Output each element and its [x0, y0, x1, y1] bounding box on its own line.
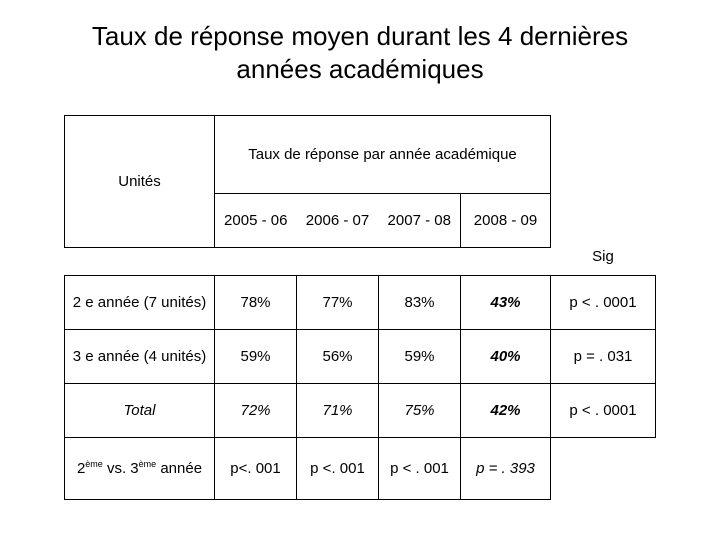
footer-cell: p<. 001: [215, 437, 297, 499]
year-header-1: 2005 - 06: [215, 194, 297, 248]
cell-sig: p < . 0001: [551, 275, 656, 329]
footer-cell: p = . 393: [461, 437, 551, 499]
cell: 78%: [215, 275, 297, 329]
cell: 59%: [215, 329, 297, 383]
cell: 71%: [297, 383, 379, 437]
sig-header-blank: [551, 116, 656, 248]
cell: 83%: [379, 275, 461, 329]
cell-sig: p = . 031: [551, 329, 656, 383]
footer-row: 2ème vs. 3ème année p<. 001 p <. 001 p <…: [65, 437, 656, 499]
data-table: Unités Taux de réponse par année académi…: [64, 115, 656, 500]
row-label-total: Total: [65, 383, 215, 437]
cell: 72%: [215, 383, 297, 437]
year-header-2: 2006 - 07: [297, 194, 379, 248]
table-row: 3 e année (4 unités) 59% 56% 59% 40% p =…: [65, 329, 656, 383]
cell: 75%: [379, 383, 461, 437]
cell-emph: 42%: [461, 383, 551, 437]
span-header: Taux de réponse par année académique: [215, 116, 551, 194]
footer-cell: p <. 001: [297, 437, 379, 499]
page-title: Taux de réponse moyen durant les 4 derni…: [30, 20, 690, 85]
cell-emph: 40%: [461, 329, 551, 383]
row-label: 2 e année (7 unités): [65, 275, 215, 329]
cell-sig: p < . 0001: [551, 383, 656, 437]
cell: 59%: [379, 329, 461, 383]
header-row-1: Unités Taux de réponse par année académi…: [65, 116, 656, 194]
footer-cell: p < . 001: [379, 437, 461, 499]
cell-emph: 43%: [461, 275, 551, 329]
units-header: Unités: [65, 116, 215, 248]
year-header-4: 2008 - 09: [461, 194, 551, 248]
footer-blank: [551, 437, 656, 499]
cell: 77%: [297, 275, 379, 329]
row-label: 3 e année (4 unités): [65, 329, 215, 383]
table-row: Total 72% 71% 75% 42% p < . 0001: [65, 383, 656, 437]
cell: 56%: [297, 329, 379, 383]
sig-header: Sig: [551, 248, 656, 276]
year-header-3: 2007 - 08: [379, 194, 461, 248]
table-row: 2 e année (7 unités) 78% 77% 83% 43% p <…: [65, 275, 656, 329]
footer-label: 2ème vs. 3ème année: [65, 437, 215, 499]
